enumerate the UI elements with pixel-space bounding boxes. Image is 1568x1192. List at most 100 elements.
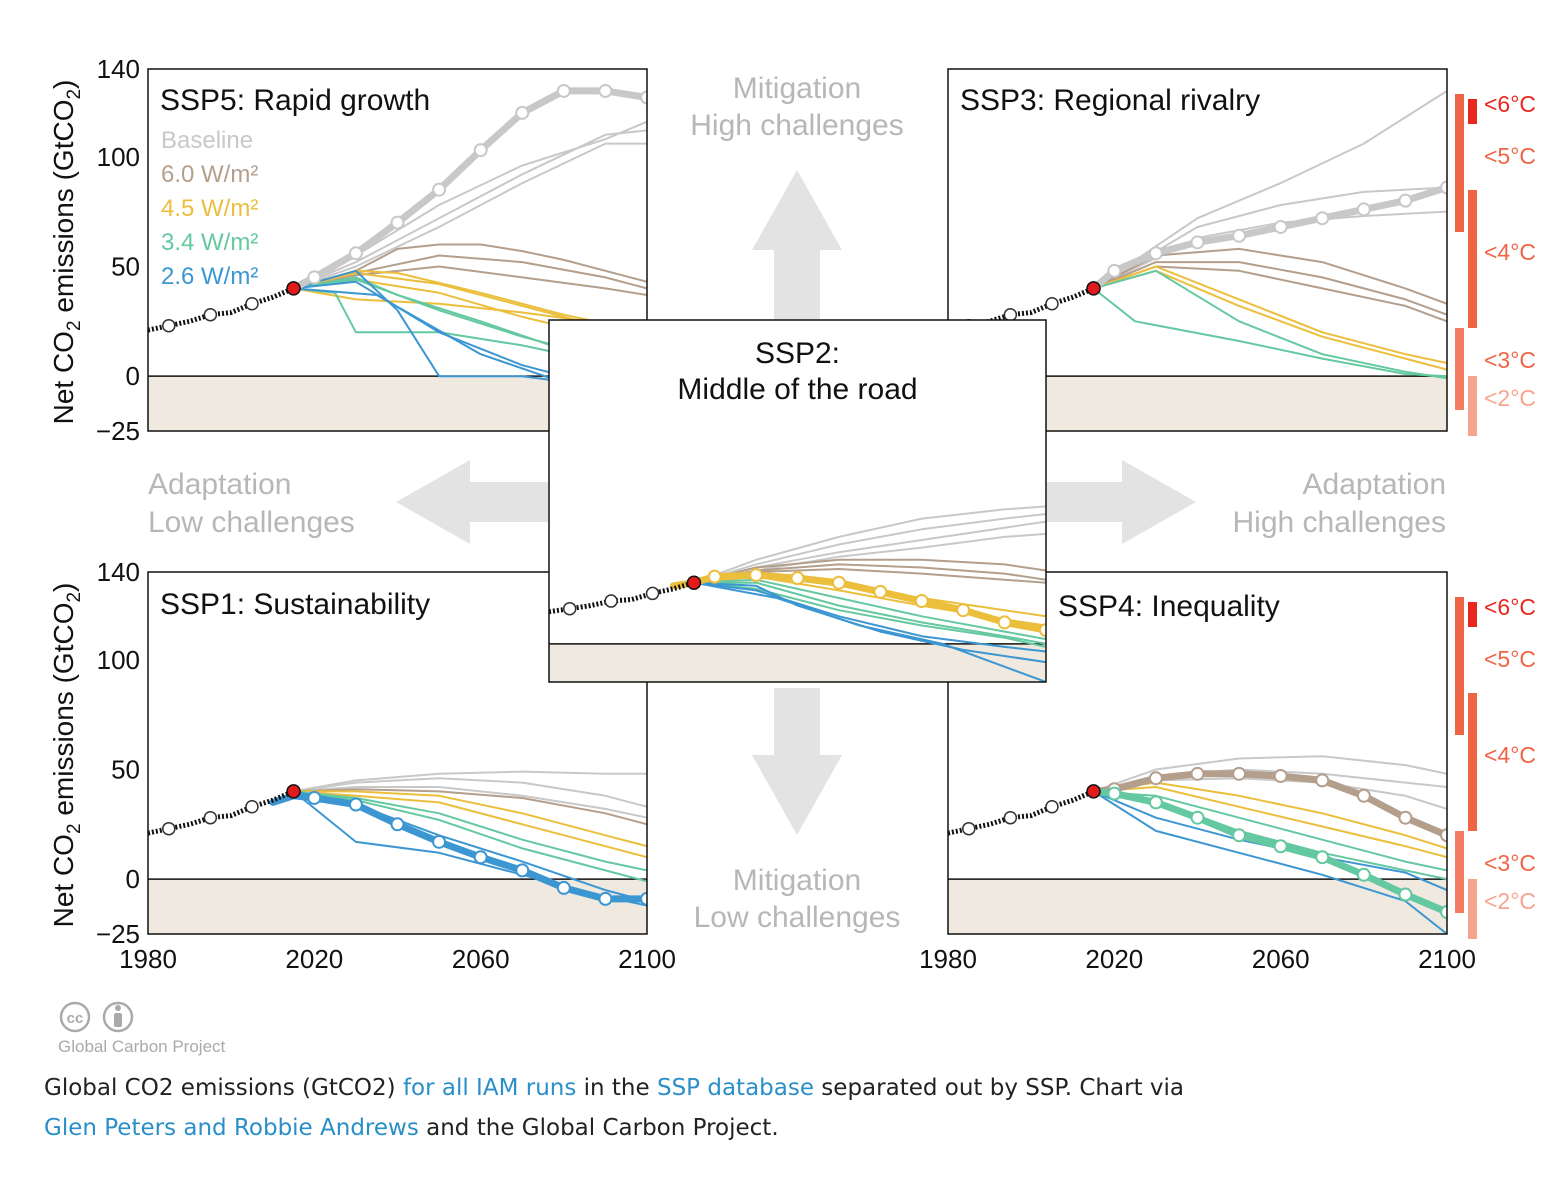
series-point [1107, 786, 1122, 801]
series-line-baseline [292, 129, 647, 290]
caption-link-iam-runs[interactable]: for all IAM runs [402, 1075, 577, 1101]
series-point [831, 575, 846, 590]
temp-bar-2c [1468, 376, 1477, 436]
history-point [962, 821, 976, 836]
y-label-part: emissions (GtCO [48, 100, 79, 321]
temp-bar-6c [1468, 99, 1477, 124]
history-point [604, 594, 618, 608]
history-point [1003, 307, 1018, 322]
arrow-right-label-1: Adaptation [1303, 468, 1446, 501]
arrow-bottom-label-2: Low challenges [694, 901, 901, 934]
ssp-figure: Mitigation High challenges Mitigation Lo… [48, 54, 1536, 1056]
panel-ssp2: SSP2:Middle of the road [548, 319, 1047, 683]
x-tick-label: 1980 [119, 944, 177, 974]
panel-frame [147, 68, 648, 432]
series-point [598, 891, 613, 906]
temp-label: <4°C [1484, 239, 1536, 265]
y-axis-label-top: Net CO2 emissions (GtCO2) [48, 80, 85, 425]
caption-link-authors[interactable]: Glen Peters and Robbie Andrews [44, 1115, 419, 1141]
temp-label: <6°C [1484, 594, 1536, 620]
temp-label: <4°C [1484, 742, 1536, 768]
series-point [307, 790, 322, 805]
temp-label: <2°C [1484, 385, 1536, 411]
arrow-up-shape [752, 170, 842, 320]
x-tick-label: 2020 [285, 944, 343, 974]
arrow-left-label-1: Adaptation [148, 468, 291, 501]
series-point [640, 90, 647, 105]
negative-emissions-zone [948, 879, 1447, 934]
cc-icon-text: cc [67, 1010, 84, 1027]
series-point [432, 182, 447, 197]
series-point [1398, 193, 1413, 208]
arrow-left-shape [396, 460, 548, 544]
history-point [1045, 800, 1059, 814]
temperature-scales: <6°C <5°C <4°C <3°C <2°C <6°C <5°C <4°C <3°C <2°C [1455, 91, 1536, 939]
panel-frame [947, 571, 1448, 935]
panel-title-line-2: Middle of the road [677, 373, 917, 406]
y-tick-label: 100 [97, 645, 140, 675]
series-point [1232, 228, 1247, 243]
series-line-w34 [1092, 790, 1447, 872]
series-point [640, 891, 647, 906]
y-tick-label: 140 [97, 54, 140, 84]
series-line-w60 [292, 265, 647, 296]
series-line-w26 [693, 581, 1046, 682]
series-line-w34 [1092, 287, 1447, 378]
series-line-baseline [292, 786, 647, 819]
series-point [1190, 235, 1205, 250]
history-point [1003, 810, 1018, 825]
series-line-baseline [292, 142, 647, 290]
series-point [1398, 810, 1413, 825]
panel-frame [548, 319, 1047, 683]
series-point [1039, 623, 1046, 638]
series-point [515, 863, 530, 878]
panel-title: SSP5: Rapid growth [160, 84, 430, 117]
arrow-top-label-1: Mitigation [733, 72, 861, 105]
series-point [1232, 766, 1247, 781]
panel-title: SSP3: Regional rivalry [960, 84, 1260, 117]
series-point [956, 603, 971, 618]
temp-bar-6c [1468, 602, 1477, 627]
y-tick-label: 0 [126, 864, 140, 894]
series-line-w45 [292, 790, 647, 859]
legend-entry-w45: 4.5 W/m² [161, 195, 258, 222]
caption-text-4: and the Global Carbon Project. [418, 1115, 779, 1141]
temp-bar-3c [1455, 328, 1464, 410]
series-point [307, 270, 322, 285]
arrow-right-shape [1047, 460, 1196, 544]
y-tick-label: 140 [97, 557, 140, 587]
series-point [1273, 769, 1288, 784]
y-label-part: ) [48, 80, 79, 89]
panel-ssp3: SSP3: Regional rivalry [947, 68, 1448, 432]
x-tick-label: 2060 [452, 944, 510, 974]
y-tick-label: −25 [96, 919, 140, 949]
series-line-w60 [292, 788, 647, 826]
series-point [473, 143, 488, 158]
arrow-right-label-2: High challenges [1233, 506, 1446, 539]
series-line-w34 [292, 790, 647, 872]
caption-link-ssp-database[interactable]: SSP database [656, 1075, 814, 1101]
temp-bar-5c [1455, 94, 1464, 232]
series-line-w60 [693, 558, 1046, 584]
series-point [1273, 839, 1288, 854]
series-line-w34-marker [1090, 787, 1447, 916]
history-point [162, 318, 176, 333]
temperature-scale-top: <6°C <5°C <4°C <3°C <2°C [1455, 91, 1536, 436]
y-tick-label: 100 [97, 142, 140, 172]
history-point [203, 810, 218, 825]
arrow-bottom-label-1: Mitigation [733, 864, 861, 897]
series-point [348, 246, 363, 261]
y-label-part: Net CO [48, 834, 79, 927]
temp-bar-3c [1455, 831, 1464, 913]
temp-label: <3°C [1484, 347, 1536, 373]
arrows: Mitigation High challenges Mitigation Lo… [148, 72, 1446, 934]
series-point [1190, 766, 1205, 781]
series-line-baseline-marker [1090, 184, 1447, 292]
series-point [1356, 788, 1371, 803]
series-line-w34 [693, 578, 1046, 641]
caption: Global CO2 emissions (GtCO2) for all IAM… [44, 1068, 1344, 1148]
current-year-point [1086, 784, 1101, 799]
series-point [873, 584, 888, 599]
attribution-icon-body [114, 1013, 122, 1027]
series-point [707, 569, 722, 584]
